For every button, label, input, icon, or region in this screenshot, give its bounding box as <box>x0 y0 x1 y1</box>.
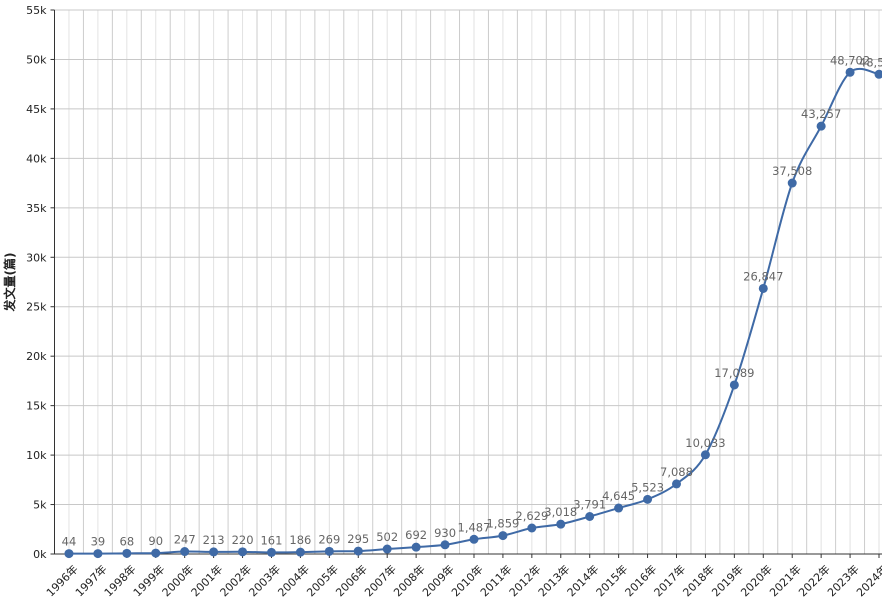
point <box>758 283 768 293</box>
y-tick-label: 40k <box>26 152 47 165</box>
point <box>440 540 450 550</box>
point <box>238 547 248 557</box>
point <box>266 547 276 557</box>
y-tick-label: 45k <box>26 103 47 116</box>
point <box>874 69 882 79</box>
point <box>585 512 595 522</box>
value-label: 10,033 <box>685 436 725 450</box>
value-label: 7,088 <box>660 465 693 479</box>
point <box>151 548 161 558</box>
point <box>353 546 363 556</box>
point <box>643 494 653 504</box>
point <box>295 547 305 557</box>
point <box>816 121 826 131</box>
point <box>527 523 537 533</box>
value-label: 26,847 <box>743 269 783 283</box>
x-tick-label: 2024年 <box>853 562 882 599</box>
point <box>93 549 103 559</box>
value-label: 17,089 <box>714 366 754 380</box>
value-label: 1,487 <box>458 520 491 534</box>
value-label: 220 <box>232 533 254 547</box>
point <box>729 380 739 390</box>
point <box>209 547 219 557</box>
value-label: 5,523 <box>631 480 664 494</box>
y-tick-label: 20k <box>26 350 47 363</box>
point <box>700 450 710 460</box>
y-tick-label: 5k <box>33 499 47 512</box>
y-tick-label: 25k <box>26 301 47 314</box>
point <box>469 534 479 544</box>
point <box>845 67 855 77</box>
y-tick-label: 30k <box>26 251 47 264</box>
value-label: 37,508 <box>772 164 812 178</box>
y-tick-label: 15k <box>26 400 47 413</box>
value-label: 161 <box>260 533 282 547</box>
y-axis-label: 发文量(篇) <box>2 253 17 313</box>
value-label: 247 <box>174 533 196 547</box>
point <box>787 178 797 188</box>
value-label: 48,702 <box>830 53 870 67</box>
y-tick-label: 35k <box>26 202 47 215</box>
point <box>498 531 508 541</box>
value-label: 4,645 <box>602 489 635 503</box>
value-label: 68 <box>120 534 135 548</box>
point <box>411 542 421 552</box>
point <box>180 547 190 557</box>
point <box>64 549 74 559</box>
value-label: 213 <box>203 533 225 547</box>
value-label: 44 <box>62 535 77 549</box>
point <box>122 548 132 558</box>
y-tick-label: 55k <box>26 4 47 17</box>
value-label: 1,859 <box>486 517 519 531</box>
y-tick-label: 0k <box>33 548 47 561</box>
point <box>324 546 334 556</box>
value-label: 692 <box>405 528 427 542</box>
value-label: 39 <box>91 535 106 549</box>
y-tick-label: 10k <box>26 449 47 462</box>
point <box>671 479 681 489</box>
value-label: 3,018 <box>544 505 577 519</box>
value-label: 48,500 <box>859 55 882 69</box>
point <box>382 544 392 554</box>
value-label: 90 <box>148 534 163 548</box>
value-label: 930 <box>434 526 456 540</box>
y-tick-label: 50k <box>26 53 47 66</box>
value-label: 186 <box>289 533 311 547</box>
value-label: 3,791 <box>573 498 606 512</box>
value-label: 2,629 <box>515 509 548 523</box>
point <box>556 519 566 529</box>
point <box>614 503 624 513</box>
value-label: 295 <box>347 532 369 546</box>
value-label: 43,257 <box>801 107 841 121</box>
value-label: 502 <box>376 530 398 544</box>
value-label: 269 <box>318 532 340 546</box>
